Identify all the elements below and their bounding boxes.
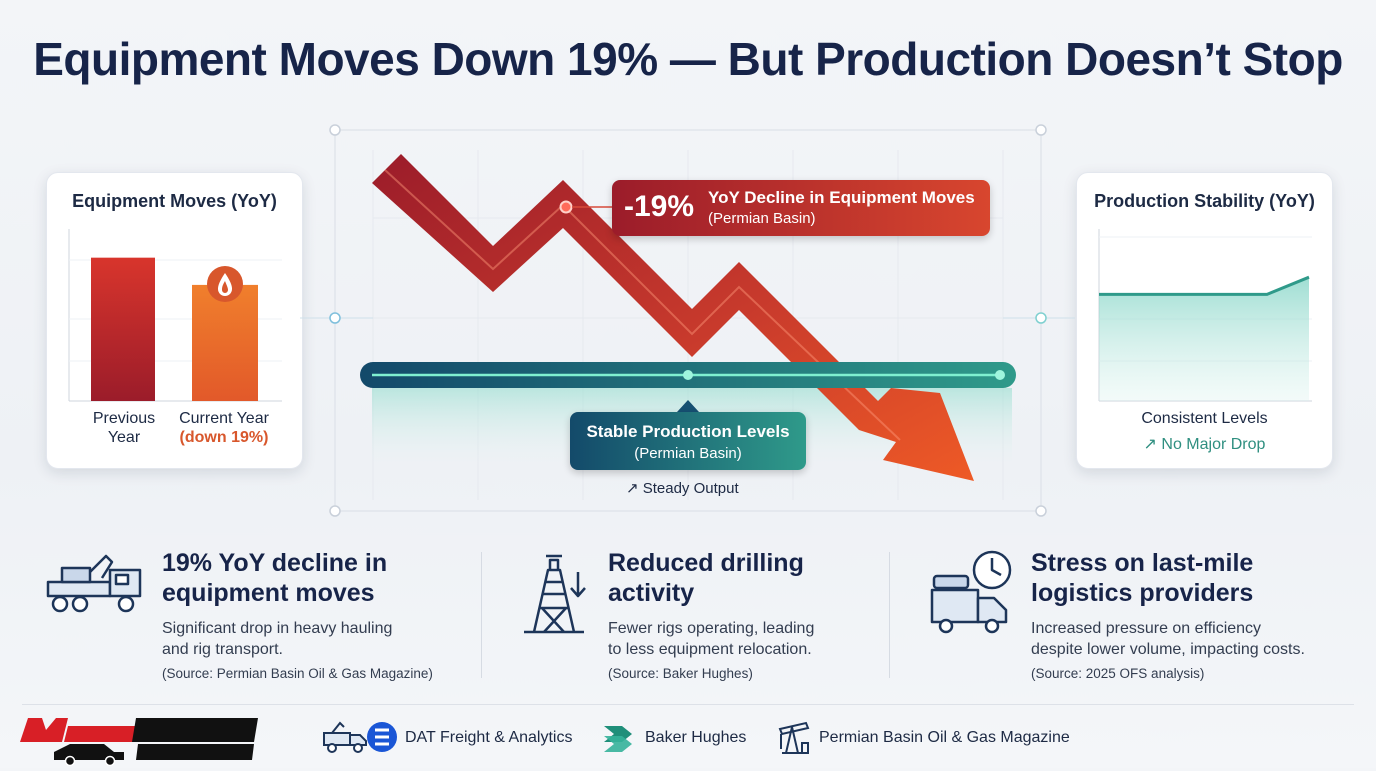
production-area-chart xyxy=(1098,229,1312,402)
decline-marker xyxy=(559,200,573,214)
band-node xyxy=(683,370,693,380)
dat-truck-icon xyxy=(322,719,398,760)
stable-callout: Stable Production Levels (Permian Basin) xyxy=(570,412,806,470)
info-source: (Source: 2025 OFS analysis) xyxy=(1031,666,1205,681)
source-dat: DAT Freight & Analytics xyxy=(405,729,573,746)
info-body: Increased pressure on efficiency despite… xyxy=(1031,620,1305,658)
column-divider xyxy=(889,552,890,678)
oil-drop-icon xyxy=(207,266,243,302)
bar-label-current: Current Year (down 19%) xyxy=(179,410,269,446)
band-node xyxy=(995,370,1005,380)
info-heading: Reduced drilling activity xyxy=(608,549,804,607)
info-body: Fewer rigs operating, leading to less eq… xyxy=(608,620,815,658)
bar-current-year xyxy=(192,284,258,401)
decline-label: YoY Decline in Equipment Moves xyxy=(708,188,975,207)
decline-value: -19% xyxy=(624,190,695,223)
info-column-2: Reduced drilling activity Fewer rigs ope… xyxy=(608,548,878,681)
info-heading: 19% YoY decline in equipment moves xyxy=(162,549,388,607)
bar-label-previous: Previous Year xyxy=(92,410,156,446)
source-permian-magazine: Permian Basin Oil & Gas Magazine xyxy=(819,729,1070,746)
drilling-rig-icon xyxy=(520,550,592,641)
footer-divider xyxy=(22,704,1354,705)
info-truck-icon xyxy=(44,548,148,625)
equipment-bar-chart xyxy=(68,229,282,402)
delivery-clock-icon xyxy=(928,548,1016,641)
baker-hughes-icon xyxy=(600,720,636,761)
production-area xyxy=(1099,277,1309,401)
stable-region: (Permian Basin) xyxy=(634,445,742,462)
card-title: Production Stability (YoY) xyxy=(1094,191,1315,211)
info-column-1: 19% YoY decline in equipment moves Signi… xyxy=(162,548,462,681)
source-baker-hughes: Baker Hughes xyxy=(645,729,747,746)
info-column-3: Stress on last-mile logistics providers … xyxy=(1031,548,1351,681)
column-divider xyxy=(481,552,482,678)
info-source: (Source: Permian Basin Oil & Gas Magazin… xyxy=(162,666,433,681)
pumpjack-icon xyxy=(776,719,812,760)
info-body: Significant drop in heavy hauling and ri… xyxy=(162,620,393,658)
decline-callout: -19% YoY Decline in Equipment Moves (Per… xyxy=(612,180,990,236)
production-stability-card: Production Stability (YoY) Consistent Le… xyxy=(1076,172,1333,469)
steady-output-label: ↗ Steady Output xyxy=(626,480,739,497)
equipment-moves-card: Equipment Moves (YoY) Previous Year Curr… xyxy=(46,172,303,469)
stable-pointer xyxy=(677,400,699,412)
info-source: (Source: Baker Hughes) xyxy=(608,666,753,681)
bar-previous-year xyxy=(91,257,155,401)
card-title: Equipment Moves (YoY) xyxy=(72,191,277,211)
info-heading: Stress on last-mile logistics providers xyxy=(1031,549,1254,607)
stable-label: Stable Production Levels xyxy=(586,422,790,441)
company-logo xyxy=(18,712,262,767)
stable-band xyxy=(360,362,1016,388)
consistent-levels-label: Consistent Levels xyxy=(1141,410,1268,427)
decline-region: (Permian Basin) xyxy=(708,210,816,227)
production-line xyxy=(1099,275,1310,296)
page-title: Equipment Moves Down 19% — But Productio… xyxy=(33,33,1343,85)
no-major-drop-label: ↗ No Major Drop xyxy=(1143,436,1266,453)
